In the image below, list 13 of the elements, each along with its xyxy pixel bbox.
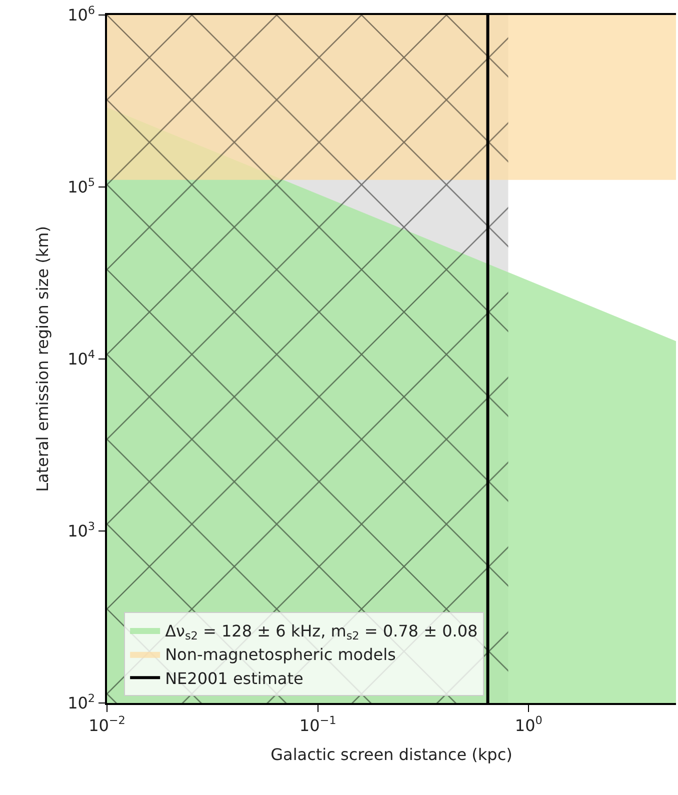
- legend-label: Δν$_{s2}$ = 128 ± 6 kHz, m$_{s2}$ = 0.78 ± 0.08: [165, 621, 478, 643]
- x-tick-label: 10$^{−2}$: [88, 714, 126, 735]
- y-tick-label: 10$^{6}$: [68, 4, 96, 25]
- x-tick-label: 10$^{−1}$: [299, 714, 336, 735]
- ref-line-label: NE2001 estimate: [165, 668, 304, 688]
- x-axis-title: Galactic screen distance (kpc): [270, 745, 512, 764]
- x-tick-label: 10$^{0}$: [514, 714, 542, 735]
- legend-label: Non-magnetospheric models: [165, 645, 396, 664]
- y-tick-label: 10$^{4}$: [68, 348, 96, 369]
- y-tick-label: 10$^{3}$: [68, 520, 96, 541]
- y-tick-label: 10$^{2}$: [68, 692, 96, 713]
- y-tick-label: 10$^{5}$: [68, 176, 96, 197]
- y-axis-title: Lateral emission region size (km): [32, 226, 52, 492]
